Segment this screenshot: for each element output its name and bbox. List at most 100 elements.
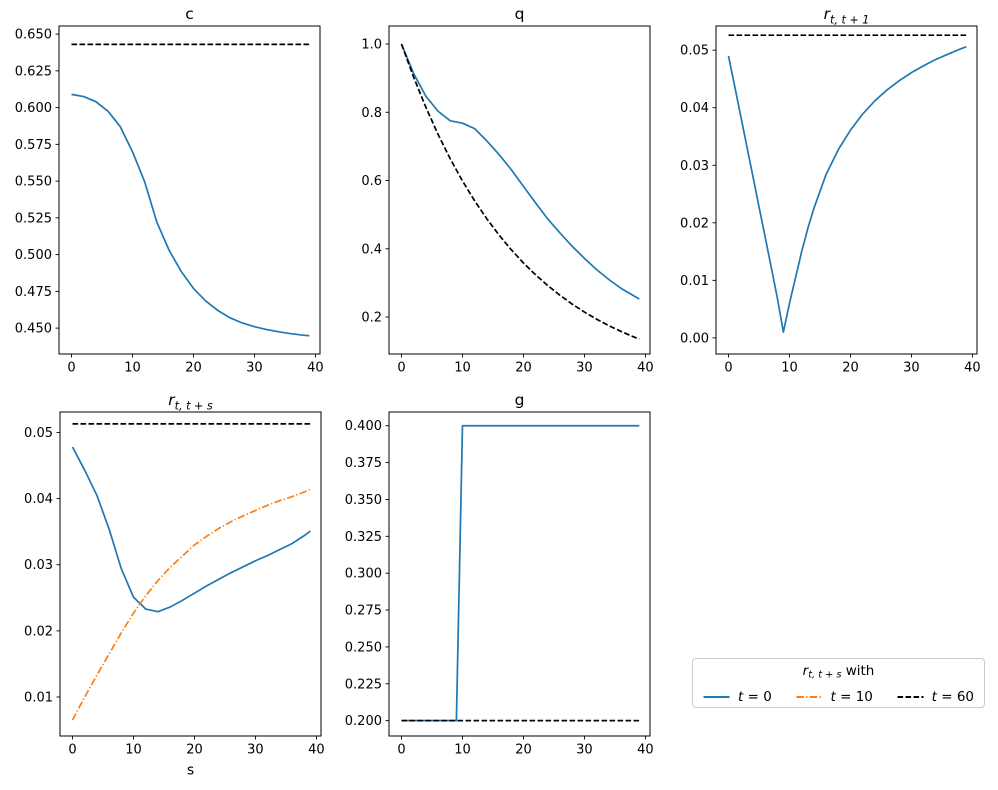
y-tick-label: 0.500 [15,248,52,263]
legend-label-t0: t = 0 [738,689,772,706]
y-tick-label: 0.8 [361,106,382,121]
panel-q-spines [388,25,651,355]
x-tick-label: 0 [68,743,76,758]
panel-q-series-t60 [400,43,640,340]
panel-r2-x-axis: 0 10 20 30 40 [68,736,325,758]
y-tick-label: 0.600 [15,101,52,116]
y-tick-label: 0.275 [345,604,382,619]
y-tick-label: 1.0 [361,38,382,53]
y-tick-label: 0.04 [24,492,53,507]
y-tick-label: 0.475 [15,285,52,300]
x-tick-label: 20 [842,361,859,376]
panel-r1-spines [715,25,978,355]
panel-q-x-axis: 0 10 20 30 40 [397,354,654,376]
y-tick-label: 0.6 [361,174,382,189]
panel-r1-y-axis: 0.05 0.04 0.03 0.02 0.01 0.00 [680,44,716,346]
panel-r2-spines [59,411,322,737]
panel-r2-title: rt, t + s [168,391,213,412]
legend-title: rt, t + s with [802,663,875,681]
panel-c-title: c [185,5,194,23]
legend-line-sample-t60 [897,696,924,699]
panel-c-spines [58,25,321,355]
legend-items: t = 0 t = 10 t = 60 [693,684,984,708]
legend-label-t10: t = 10 [830,689,873,706]
panel-g-title: g [515,391,525,409]
y-tick-label: 0.225 [345,677,382,692]
x-tick-label: 40 [637,743,654,758]
panel-q: 0 10 20 30 40 1.0 0.8 0.6 0.4 0.2 q [361,5,653,376]
y-tick-label: 0.525 [15,211,52,226]
panel-r2-xlabel: s [187,763,194,779]
y-tick-label: 0.300 [345,567,382,582]
y-tick-label: 0.250 [345,640,382,655]
panel-c-x-axis: 0 10 20 30 40 [67,354,324,376]
panel-r2: 0 10 20 30 40 0.05 0.04 0.03 0.02 0.01 rt, t + s s [24,391,325,779]
y-tick-label: 0.625 [15,64,52,79]
x-tick-label: 40 [307,361,324,376]
x-tick-label: 30 [246,361,263,376]
y-tick-label: 0.04 [680,101,709,116]
y-tick-label: 0.03 [24,558,53,573]
legend-item-t0: t = 0 [703,686,772,708]
y-tick-label: 0.05 [680,44,709,59]
legend-line-sample-t10 [796,696,823,699]
y-tick-label: 0.4 [361,242,382,257]
y-tick-label: 0.650 [15,28,52,43]
x-tick-label: 10 [124,361,141,376]
y-tick-label: 0.550 [15,175,52,190]
y-tick-label: 0.575 [15,138,52,153]
x-tick-label: 10 [454,361,471,376]
y-tick-label: 0.02 [24,624,53,639]
x-tick-label: 30 [903,361,920,376]
x-tick-label: 0 [397,743,405,758]
y-tick-label: 0.325 [345,530,382,545]
panel-q-y-axis: 1.0 0.8 0.6 0.4 0.2 [361,38,389,326]
x-tick-label: 10 [454,743,471,758]
legend-line-sample-t0 [703,696,730,699]
panel-g-spines [388,411,651,737]
x-tick-label: 10 [125,743,142,758]
panel-c-y-axis: 0.650 0.625 0.600 0.575 0.550 0.525 0.500 0.475… [15,28,59,337]
x-tick-label: 0 [397,361,405,376]
panel-r1-series-t0 [727,45,967,333]
y-tick-label: 0.03 [680,159,709,174]
x-tick-label: 30 [576,361,593,376]
panel-r2-y-axis: 0.05 0.04 0.03 0.02 0.01 [24,426,60,705]
panel-c-series-t0 [71,93,310,337]
y-tick-label: 0.400 [345,419,382,434]
panel-g-y-axis: 0.400 0.375 0.350 0.325 0.300 0.275 0.250 0.225… [345,419,389,729]
x-tick-label: 40 [964,361,981,376]
panel-r2-series-t0 [71,446,311,613]
x-tick-label: 30 [247,743,264,758]
panel-r1-x-axis: 0 10 20 30 40 [724,354,981,376]
y-tick-label: 0.200 [345,714,382,729]
x-tick-label: 20 [185,361,202,376]
y-tick-label: 0.450 [15,322,52,337]
panel-q-series-t0 [400,43,640,300]
panel-c: 0 10 20 30 400.6500.6250.6000.5750.5500.5250… [15,5,324,376]
legend-item-t60: t = 60 [897,686,974,708]
x-tick-label: 30 [576,743,593,758]
legend-box: rt, t + s with t = 0 t = 10 t = 60 [692,658,985,708]
legend-label-t60: t = 60 [931,689,974,706]
y-tick-label: 0.2 [361,311,382,326]
x-tick-label: 40 [308,743,325,758]
y-tick-label: 0.375 [345,456,382,471]
panel-q-title: q [515,5,525,23]
y-tick-label: 0.350 [345,493,382,508]
x-tick-label: 20 [515,361,532,376]
y-tick-label: 0.05 [24,426,53,441]
panel-g-series-t0 [401,424,640,722]
x-tick-label: 0 [67,361,75,376]
panel-r2-series-t10 [71,488,311,721]
x-tick-label: 20 [515,743,532,758]
y-tick-label: 0.00 [680,331,709,346]
panel-g-x-axis: 0 10 20 30 40 [397,736,654,758]
y-tick-label: 0.02 [680,216,709,231]
x-tick-label: 0 [724,361,732,376]
legend-item-t10: t = 10 [796,686,873,708]
y-tick-label: 0.01 [680,274,709,289]
x-tick-label: 40 [637,361,654,376]
